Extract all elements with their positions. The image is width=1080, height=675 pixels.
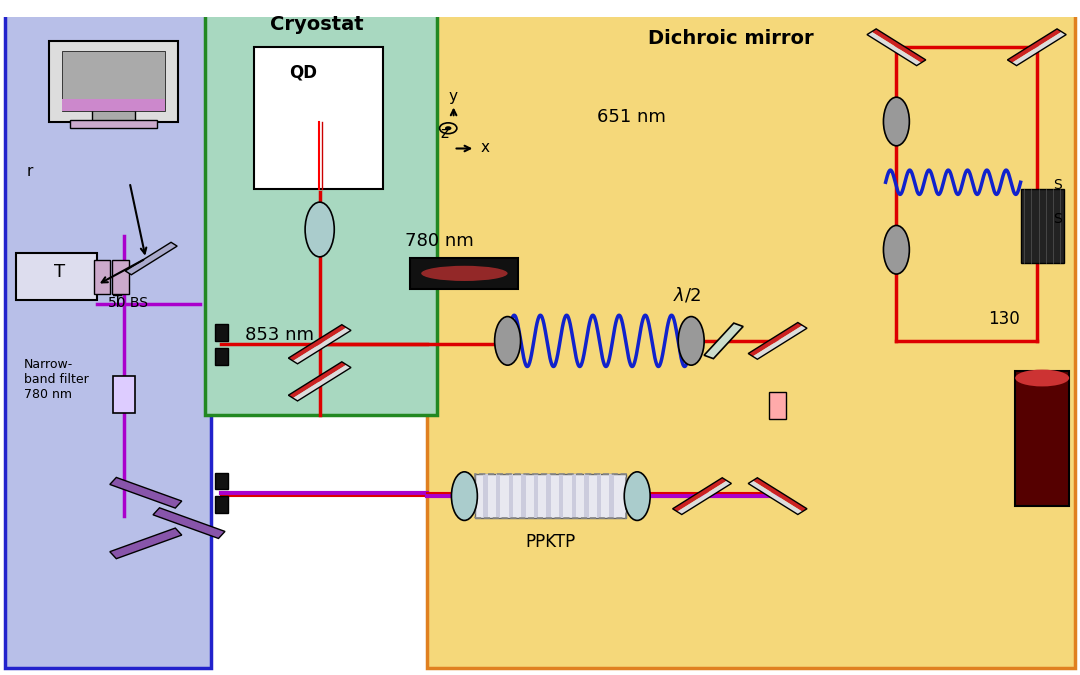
Bar <box>113 377 135 413</box>
Text: $\lambda$/2: $\lambda$/2 <box>673 286 702 304</box>
Bar <box>522 474 526 518</box>
Ellipse shape <box>1015 370 1069 387</box>
Polygon shape <box>293 364 351 401</box>
Text: Dichroic mirror: Dichroic mirror <box>648 29 813 48</box>
Polygon shape <box>153 508 225 539</box>
Bar <box>94 260 110 294</box>
Polygon shape <box>872 29 926 63</box>
Text: 50 BS: 50 BS <box>108 296 148 310</box>
Circle shape <box>445 126 451 130</box>
Bar <box>597 474 602 518</box>
Polygon shape <box>748 481 802 514</box>
Ellipse shape <box>495 317 521 365</box>
Bar <box>1015 371 1069 506</box>
Bar <box>496 474 500 518</box>
Text: x: x <box>481 140 489 155</box>
Text: Narrow-
band filter
780 nm: Narrow- band filter 780 nm <box>24 358 89 401</box>
Ellipse shape <box>883 97 909 146</box>
Bar <box>16 253 97 300</box>
Bar <box>215 496 228 513</box>
Bar <box>427 10 1075 668</box>
Bar <box>215 324 228 341</box>
Ellipse shape <box>421 266 508 281</box>
Polygon shape <box>1008 29 1062 63</box>
Bar <box>49 40 178 122</box>
Text: 853 nm: 853 nm <box>245 325 314 344</box>
Text: T: T <box>113 295 123 310</box>
Bar <box>484 474 488 518</box>
Bar <box>70 120 157 128</box>
Text: 780 nm: 780 nm <box>405 232 474 250</box>
Text: QD: QD <box>289 63 318 82</box>
Ellipse shape <box>451 472 477 520</box>
Bar <box>475 474 626 518</box>
Bar <box>215 348 228 364</box>
Bar <box>5 10 211 668</box>
Text: Cryostat: Cryostat <box>270 16 364 34</box>
Bar <box>92 105 135 122</box>
Polygon shape <box>110 477 181 508</box>
Text: 130: 130 <box>988 310 1020 328</box>
Polygon shape <box>753 325 807 359</box>
Polygon shape <box>748 323 802 356</box>
Bar <box>205 10 437 415</box>
Polygon shape <box>125 242 177 275</box>
Bar <box>509 474 513 518</box>
Text: PPKTP: PPKTP <box>526 533 576 551</box>
Text: y: y <box>448 89 457 104</box>
Bar <box>559 474 564 518</box>
Bar <box>769 392 786 418</box>
Text: 651 nm: 651 nm <box>597 107 666 126</box>
Bar <box>571 474 576 518</box>
Bar <box>534 474 538 518</box>
Bar <box>475 474 626 518</box>
Ellipse shape <box>306 202 335 256</box>
Ellipse shape <box>678 317 704 365</box>
Text: z: z <box>441 126 448 141</box>
Ellipse shape <box>883 225 909 274</box>
Text: S: S <box>1053 212 1062 225</box>
Polygon shape <box>1012 32 1066 65</box>
Polygon shape <box>288 325 347 361</box>
Bar <box>546 474 551 518</box>
Text: r: r <box>27 163 33 178</box>
Bar <box>0 0 1080 17</box>
Ellipse shape <box>624 472 650 520</box>
Polygon shape <box>673 478 727 512</box>
Polygon shape <box>704 323 743 358</box>
Bar <box>62 51 165 111</box>
Polygon shape <box>753 478 807 512</box>
Bar <box>112 260 129 294</box>
Bar <box>215 472 228 489</box>
Bar <box>410 259 518 289</box>
Polygon shape <box>867 32 921 65</box>
Bar <box>609 474 613 518</box>
Polygon shape <box>110 528 181 559</box>
Bar <box>1021 189 1064 263</box>
Text: T: T <box>54 263 65 281</box>
Bar <box>254 47 383 189</box>
Polygon shape <box>677 481 731 514</box>
Text: S: S <box>1053 178 1062 192</box>
Polygon shape <box>293 327 351 364</box>
Bar <box>62 99 165 111</box>
Bar <box>584 474 589 518</box>
Polygon shape <box>288 362 347 398</box>
